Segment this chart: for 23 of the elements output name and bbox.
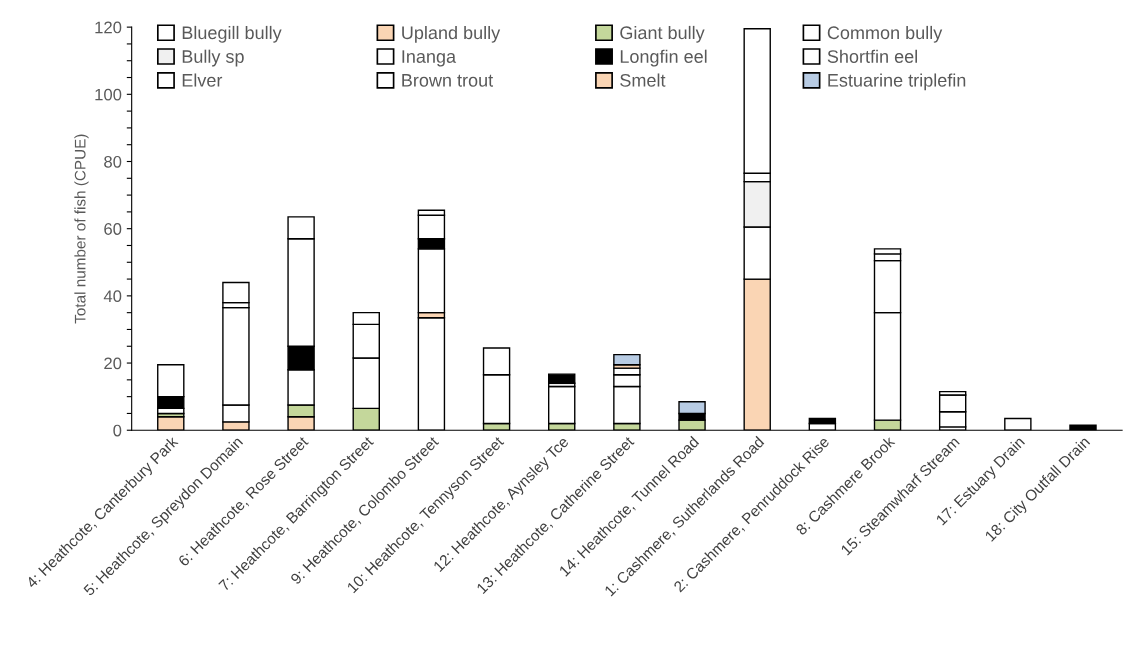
- legend-label: Common bully: [827, 25, 943, 43]
- y-tick-label: 60: [104, 223, 122, 235]
- legend-label: Longfin eel: [620, 49, 707, 67]
- y-tick-label: 80: [104, 155, 122, 168]
- legend-label: Inanga: [402, 50, 457, 67]
- y-tick-label: 40: [103, 290, 122, 303]
- legend-label: Bully sp: [182, 49, 244, 67]
- bar: [548, 373, 576, 384]
- bar: [613, 353, 641, 366]
- legend-label: Smelt: [620, 73, 666, 87]
- y-tick-label: 100: [95, 88, 122, 101]
- y-tick-label: 120: [95, 21, 122, 34]
- legend-label: Brown trout: [402, 74, 494, 87]
- legend-label: Giant bully: [620, 25, 705, 43]
- y-tick-label: 20: [104, 357, 122, 370]
- legend-label: Elver: [182, 73, 223, 87]
- y-axis-title: Total number of fish (CPUE): [74, 134, 89, 324]
- legend-label: Bluegill bully: [182, 25, 282, 43]
- legend-label: Upland bully: [402, 25, 501, 43]
- y-tick-label: 0: [113, 424, 122, 437]
- legend-label: Estuarine triplefin: [828, 73, 966, 91]
- legend-label: Shortfin eel: [827, 49, 917, 63]
- bar: [222, 281, 250, 304]
